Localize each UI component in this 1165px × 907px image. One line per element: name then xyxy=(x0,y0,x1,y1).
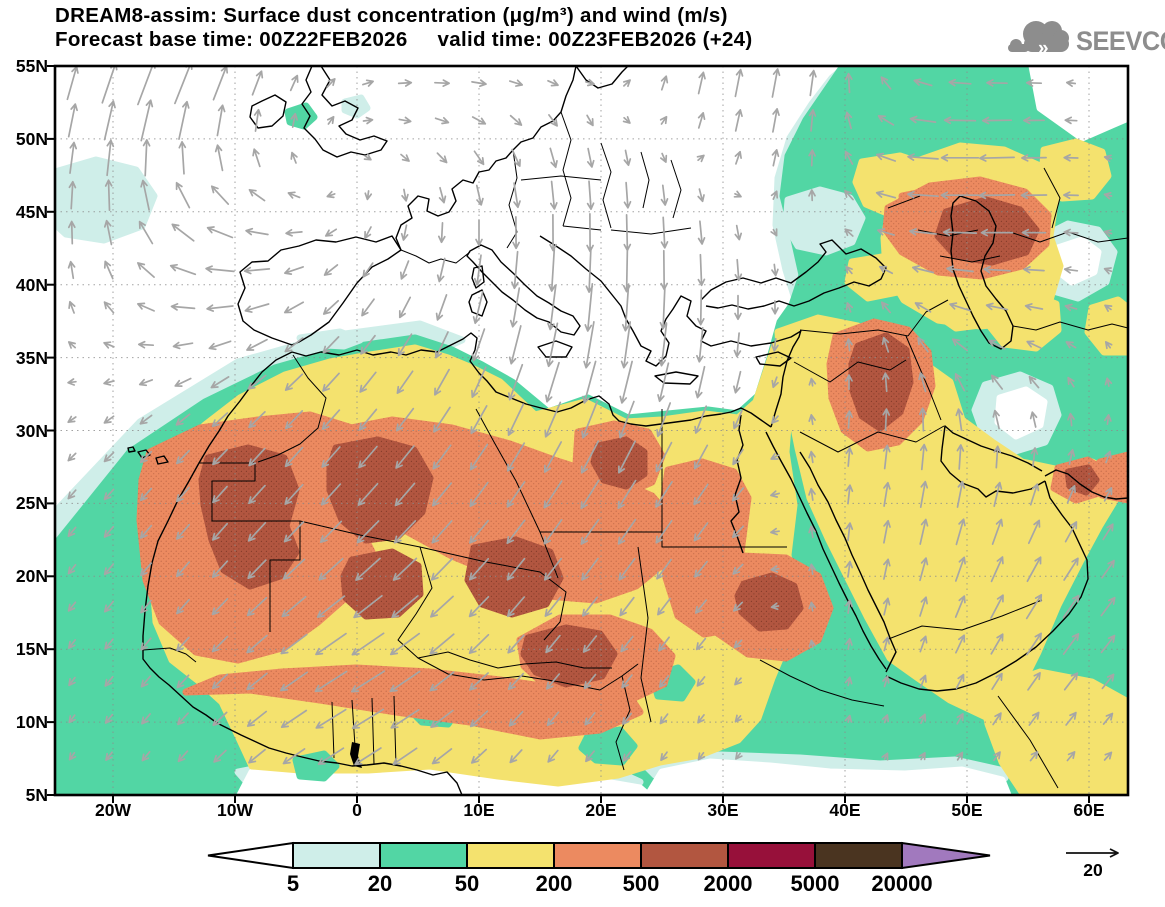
dust-region xyxy=(738,576,800,628)
wind-reference-arrow xyxy=(1066,849,1118,857)
lon-tick-label: 40E xyxy=(817,801,873,819)
lat-tick-label: 35N xyxy=(6,349,48,367)
lat-tick-label: 55N xyxy=(6,57,48,75)
forecast-map xyxy=(0,0,1165,907)
lat-tick-label: 15N xyxy=(6,640,48,658)
lat-tick-label: 45N xyxy=(6,203,48,221)
dust-forecast-chart: DREAM8-assim: Surface dust concentration… xyxy=(0,0,1165,907)
lon-tick-label: 30E xyxy=(695,801,751,819)
colorbar-tick-label: 5000 xyxy=(780,871,850,897)
dust-region xyxy=(1042,142,1108,198)
colorbar-tick-label: 50 xyxy=(432,871,502,897)
lon-tick-label: 20E xyxy=(573,801,629,819)
colorbar-tick-label: 5 xyxy=(258,871,328,897)
colorbar-tick-label: 20 xyxy=(345,871,415,897)
colorbar-segment xyxy=(554,843,641,868)
lat-tick-label: 50N xyxy=(6,130,48,148)
lat-tick-label: 20N xyxy=(6,567,48,585)
lon-tick-label: 10E xyxy=(451,801,507,819)
lon-tick-label: 20W xyxy=(85,801,141,819)
dust-region xyxy=(998,390,1044,436)
wind-reference-glyph xyxy=(1066,849,1118,857)
colorbar-tick-label: 20000 xyxy=(867,871,937,897)
lat-tick-label: 5N xyxy=(6,786,48,804)
colorbar-segment xyxy=(467,843,554,868)
colorbar-segment xyxy=(815,843,902,868)
dust-region xyxy=(936,294,996,328)
lon-tick-label: 10W xyxy=(207,801,263,819)
lon-tick-label: 60E xyxy=(1061,801,1117,819)
colorbar-segment xyxy=(641,843,728,868)
colorbar xyxy=(208,843,990,868)
colorbar-segment xyxy=(293,843,380,868)
colorbar-over-arrow xyxy=(902,843,990,868)
lat-tick-label: 25N xyxy=(6,494,48,512)
colorbar-under-arrow xyxy=(208,843,293,868)
lat-tick-label: 40N xyxy=(6,276,48,294)
dust-region xyxy=(344,552,420,616)
colorbar-segment xyxy=(728,843,815,868)
lat-tick-label: 10N xyxy=(6,713,48,731)
lon-tick-label: 0 xyxy=(329,801,385,819)
lon-tick-label: 50E xyxy=(939,801,995,819)
colorbar-segment xyxy=(380,843,467,868)
dust-region xyxy=(300,332,360,346)
colorbar-tick-label: 500 xyxy=(606,871,676,897)
colorbar-tick-label: 200 xyxy=(519,871,589,897)
dust-region xyxy=(848,256,906,298)
wind-reference-label: 20 xyxy=(1072,860,1114,881)
colorbar-tick-label: 2000 xyxy=(693,871,763,897)
lat-tick-label: 30N xyxy=(6,422,48,440)
dust-region xyxy=(852,336,910,428)
